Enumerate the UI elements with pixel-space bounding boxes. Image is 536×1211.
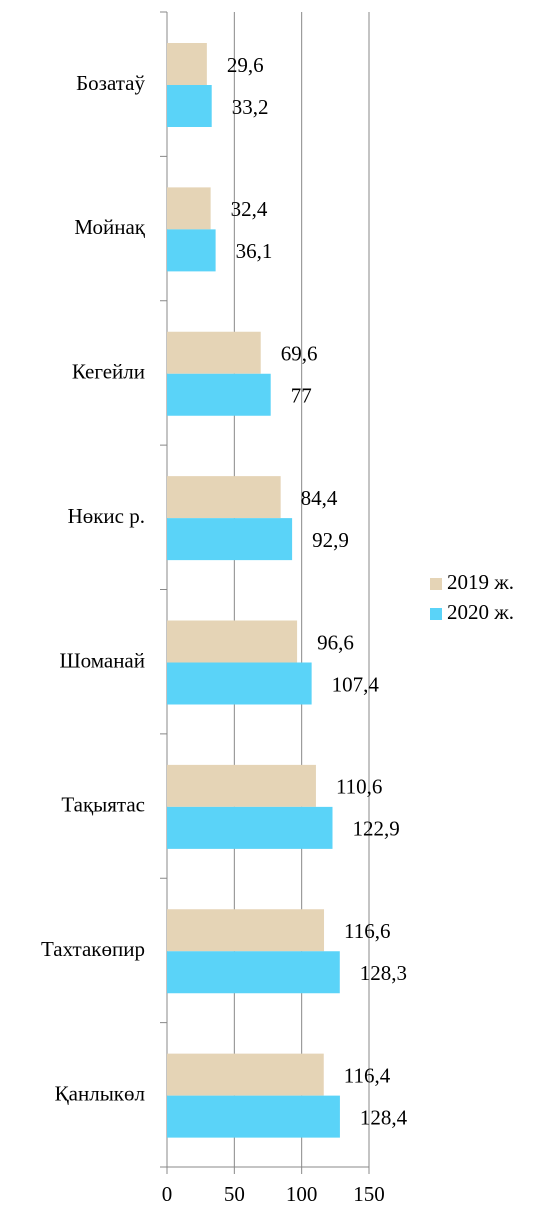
y-tick-label: Нөкис р. [68,504,145,528]
bar [167,373,271,416]
x-tick-label: 150 [353,1182,385,1206]
bar [167,764,316,807]
bar [167,909,325,952]
data-label: 36,1 [236,239,273,263]
x-tick-label: 0 [162,1182,173,1206]
y-tick-label: Тақыятас [61,793,145,817]
bar [167,951,340,994]
y-tick-label: Шоманай [59,648,145,672]
data-label: 92,9 [312,528,349,552]
data-label: 69,6 [281,342,318,366]
bar [167,662,312,705]
bar [167,806,333,849]
bar [167,1053,324,1096]
data-label: 128,3 [360,961,407,985]
data-label: 96,6 [317,630,354,654]
bar [167,476,281,519]
bar [167,229,216,272]
bar [167,620,298,663]
legend-swatch [430,578,442,590]
legend-swatch [430,608,442,620]
bar [167,331,261,374]
y-tick-label: Мойнақ [74,215,145,239]
data-label: 107,4 [332,672,380,696]
data-label: 128,4 [360,1105,408,1129]
data-label: 84,4 [301,486,338,510]
y-tick-label: Қанлыкөл [55,1081,145,1105]
legend-label: 2019 ж. [447,570,514,594]
data-label: 110,6 [336,775,382,799]
legend-label: 2020 ж. [447,600,514,624]
y-tick-label: Тахтакөпир [41,937,145,961]
data-label: 29,6 [227,53,264,77]
x-tick-label: 50 [224,1182,245,1206]
bar [167,518,293,561]
data-label: 122,9 [353,817,400,841]
data-label: 33,2 [232,95,269,119]
bar [167,43,207,85]
y-tick-label: Кегейли [72,360,145,384]
bar [167,85,212,127]
bar [167,1095,340,1138]
data-label: 77 [291,384,312,408]
x-tick-label: 100 [286,1182,318,1206]
data-label: 32,4 [231,197,268,221]
data-label: 116,4 [344,1063,391,1087]
bar [167,187,211,230]
data-label: 116,6 [344,919,390,943]
y-tick-label: Бозатаў [76,71,145,95]
